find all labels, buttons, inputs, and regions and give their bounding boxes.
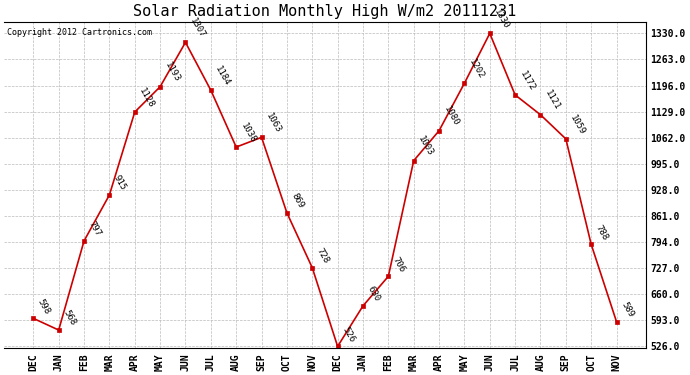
Text: 788: 788 bbox=[594, 223, 610, 242]
Text: 598: 598 bbox=[36, 297, 52, 316]
Text: 797: 797 bbox=[87, 220, 103, 238]
Text: 869: 869 bbox=[290, 192, 306, 210]
Text: 1202: 1202 bbox=[467, 57, 486, 81]
Text: 1059: 1059 bbox=[569, 113, 587, 136]
Text: Copyright 2012 Cartronics.com: Copyright 2012 Cartronics.com bbox=[8, 28, 152, 37]
Text: 1128: 1128 bbox=[137, 86, 156, 109]
Text: 526: 526 bbox=[340, 325, 356, 344]
Text: 1003: 1003 bbox=[417, 135, 435, 158]
Text: 630: 630 bbox=[366, 285, 382, 303]
Text: 1330: 1330 bbox=[493, 8, 511, 31]
Text: 1172: 1172 bbox=[518, 69, 536, 92]
Text: 706: 706 bbox=[391, 255, 407, 273]
Text: 1121: 1121 bbox=[543, 89, 562, 112]
Text: 728: 728 bbox=[315, 246, 331, 265]
Text: 568: 568 bbox=[61, 309, 77, 327]
Text: 1193: 1193 bbox=[163, 61, 181, 84]
Text: 1063: 1063 bbox=[264, 111, 283, 135]
Text: 1080: 1080 bbox=[442, 105, 460, 128]
Text: 1307: 1307 bbox=[188, 16, 207, 40]
Text: 589: 589 bbox=[620, 301, 635, 319]
Title: Solar Radiation Monthly High W/m2 20111231: Solar Radiation Monthly High W/m2 201112… bbox=[133, 4, 517, 19]
Text: 1184: 1184 bbox=[214, 64, 232, 87]
Text: 915: 915 bbox=[112, 174, 128, 192]
Text: 1038: 1038 bbox=[239, 121, 257, 144]
